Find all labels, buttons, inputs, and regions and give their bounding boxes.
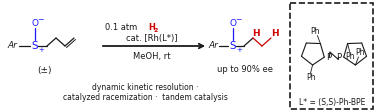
Text: −: −	[37, 15, 43, 25]
Text: Ar: Ar	[208, 42, 218, 51]
Text: P: P	[326, 53, 332, 62]
Text: H: H	[148, 24, 155, 32]
Text: cat. [Rh(L*)]: cat. [Rh(L*)]	[126, 33, 178, 42]
Text: MeOH, rt: MeOH, rt	[133, 52, 171, 60]
Text: (±): (±)	[38, 66, 52, 74]
Text: 0.1 atm: 0.1 atm	[105, 24, 140, 32]
Text: H: H	[271, 29, 279, 39]
Bar	[290, 3, 373, 109]
Text: Ar: Ar	[7, 42, 17, 51]
Text: −: −	[235, 15, 241, 25]
Text: Ph: Ph	[311, 27, 320, 36]
Text: S: S	[32, 41, 38, 51]
Text: 2: 2	[154, 28, 158, 33]
Text: +: +	[236, 47, 242, 53]
Text: P: P	[336, 53, 342, 62]
Text: dynamic kinetic resolution ·: dynamic kinetic resolution ·	[92, 83, 198, 92]
Text: +: +	[38, 47, 44, 53]
Text: Ph: Ph	[345, 52, 354, 61]
Text: H: H	[252, 29, 260, 39]
Text: catalyzed racemization ·  tandem catalysis: catalyzed racemization · tandem catalysi…	[63, 93, 228, 101]
Text: O: O	[229, 19, 237, 28]
Text: Ph: Ph	[356, 48, 365, 57]
Text: up to 90% ee: up to 90% ee	[217, 66, 273, 74]
Text: Ph: Ph	[306, 73, 315, 83]
Text: S: S	[230, 41, 236, 51]
Text: L* = (S,S)-Ph-BPE: L* = (S,S)-Ph-BPE	[299, 98, 365, 108]
Text: O: O	[31, 19, 39, 28]
